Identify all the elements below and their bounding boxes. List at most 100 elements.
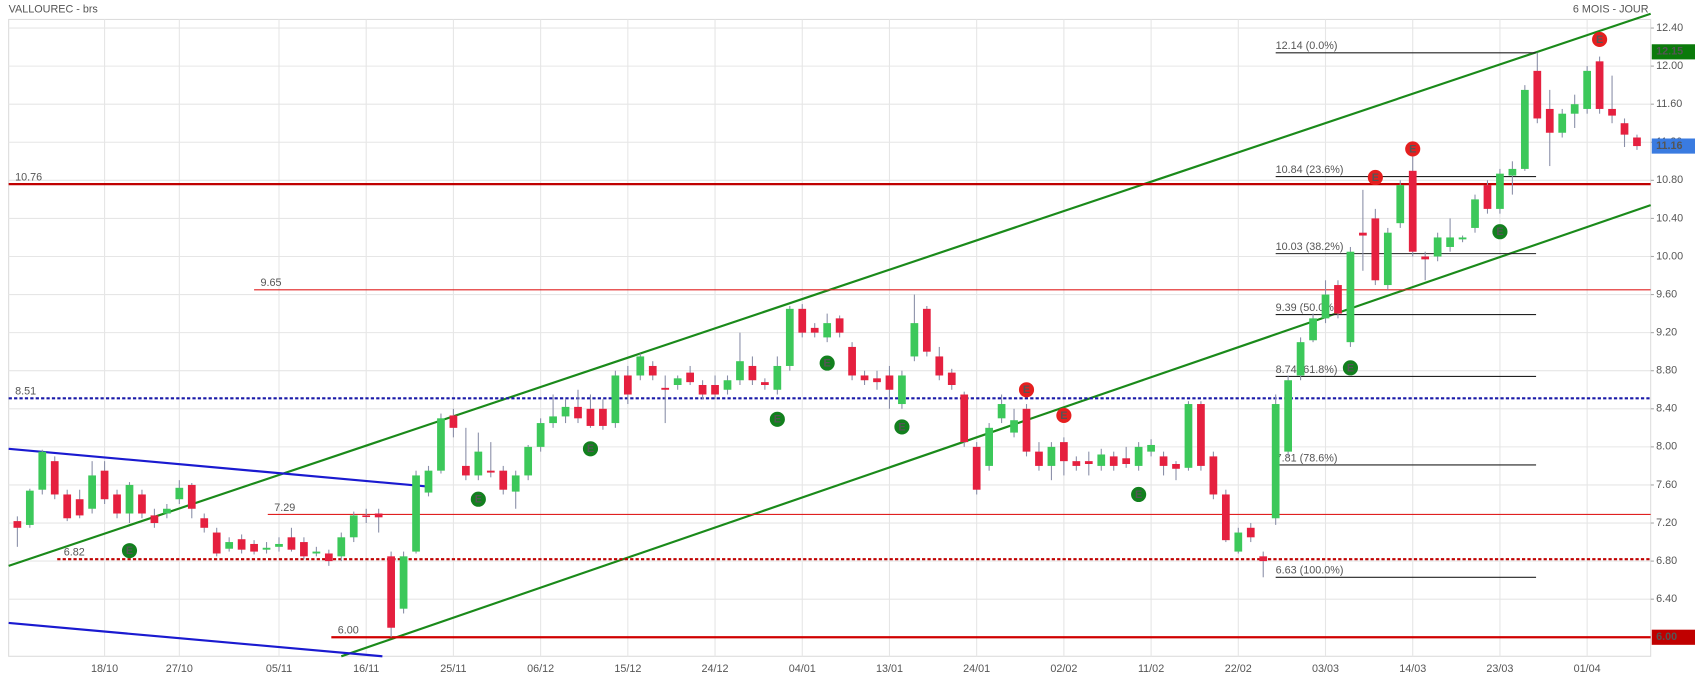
x-tick-label: 24/12: [702, 663, 729, 675]
candle-body: [698, 384, 707, 395]
candle-body: [1159, 456, 1168, 466]
y-tick-label: 6.80: [1656, 555, 1677, 567]
event-label: E: [1409, 143, 1416, 155]
candle-body: [324, 553, 333, 562]
candle-body: [1583, 70, 1592, 109]
candle-body: [1458, 237, 1467, 240]
y-tick-label: 9.60: [1656, 288, 1677, 300]
candle-body: [1072, 461, 1081, 466]
x-tick-label: 25/11: [440, 663, 466, 675]
candle-body: [1259, 556, 1268, 562]
candle-body: [1558, 113, 1567, 133]
plot-frame: [8, 18, 1652, 657]
candle-body: [486, 470, 495, 473]
candle-body: [947, 372, 956, 385]
candle-body: [100, 470, 109, 500]
y-tick-label: 7.20: [1656, 517, 1677, 529]
candle-body: [1047, 446, 1056, 466]
candle-body: [399, 556, 408, 609]
candle-body: [462, 465, 470, 476]
candle-body: [1309, 318, 1317, 341]
candle-body: [1421, 256, 1430, 260]
chart-title: VALLOUREC - brs: [9, 4, 99, 16]
event-marker: [1405, 141, 1421, 157]
candle-body: [1122, 458, 1131, 465]
candle-body: [1010, 420, 1018, 433]
x-tick-label: 24/01: [963, 663, 990, 675]
price-badge: [1651, 138, 1695, 154]
event-marker: [470, 491, 486, 507]
candle-body: [50, 461, 59, 495]
candle-body: [1246, 527, 1255, 538]
candle-body: [1533, 70, 1542, 119]
y-tick-label: 9.20: [1656, 327, 1677, 339]
candle-body: [935, 356, 944, 376]
candle-body: [38, 451, 47, 490]
candle-body: [848, 346, 856, 376]
candle-body: [312, 551, 321, 554]
candle-body: [898, 375, 906, 405]
candle-body: [1134, 446, 1143, 466]
x-tick-label: 03/03: [1312, 663, 1339, 675]
level-label: 8.51: [15, 386, 36, 398]
x-tick-label: 01/04: [1574, 663, 1601, 675]
level-label: 9.65: [261, 277, 282, 289]
candle-body: [511, 475, 520, 492]
candle-body: [1545, 108, 1554, 133]
candle-body: [1197, 404, 1205, 466]
candle-body: [1620, 123, 1629, 135]
candle-body: [1520, 89, 1529, 169]
candle-body: [972, 446, 981, 490]
candle-body: [374, 513, 383, 518]
candle-body: [536, 423, 545, 447]
candle-body: [1471, 199, 1479, 228]
candle-body: [337, 537, 346, 557]
candle-body: [574, 406, 582, 419]
level-label: 6.00: [338, 625, 359, 637]
x-tick-label: 05/11: [266, 663, 292, 675]
event-marker: [1492, 224, 1508, 240]
candle-body: [1084, 461, 1093, 465]
candle-body: [1446, 237, 1454, 247]
candle-body: [474, 451, 483, 476]
candle-body: [985, 427, 993, 466]
x-tick-label: 15/12: [614, 663, 641, 675]
y-tick-label: 6.40: [1656, 593, 1677, 605]
candle-body: [13, 521, 22, 528]
candle-body: [661, 387, 670, 390]
candle-body: [748, 365, 757, 381]
candle-body: [1496, 173, 1504, 209]
trend-line: [8, 447, 432, 488]
candle-body: [1359, 232, 1367, 236]
candle-body: [586, 408, 595, 426]
candle-body: [1570, 104, 1579, 114]
candle-body: [287, 537, 296, 550]
candle-body: [1209, 456, 1218, 495]
event-label: E: [1023, 384, 1030, 396]
candle-body: [1097, 454, 1106, 466]
fib-label: 10.84 (23.6%): [1276, 164, 1344, 176]
candle-body: [561, 406, 570, 417]
candle-body: [636, 356, 645, 376]
candle-body: [150, 515, 159, 524]
candle-body: [1172, 464, 1180, 469]
price-badge-label: 11.16: [1656, 140, 1682, 152]
event-label: E: [774, 414, 781, 426]
y-tick-label: 12.00: [1656, 60, 1683, 72]
y-tick-label: 8.40: [1656, 403, 1677, 415]
x-tick-label: 13/01: [876, 663, 903, 675]
event-label: E: [587, 443, 594, 455]
candle-body: [187, 484, 196, 509]
candle-body: [175, 487, 184, 500]
candle-body: [1334, 285, 1342, 314]
candle-body: [499, 470, 508, 490]
event-label: E: [475, 494, 482, 506]
candle-body: [1035, 451, 1043, 466]
event-marker: [1342, 360, 1358, 376]
candle-body: [88, 475, 96, 509]
event-marker: [894, 419, 910, 435]
candle-body: [163, 508, 171, 514]
y-tick-label: 11.60: [1656, 98, 1682, 110]
fib-label: 6.63 (100.0%): [1276, 565, 1344, 577]
